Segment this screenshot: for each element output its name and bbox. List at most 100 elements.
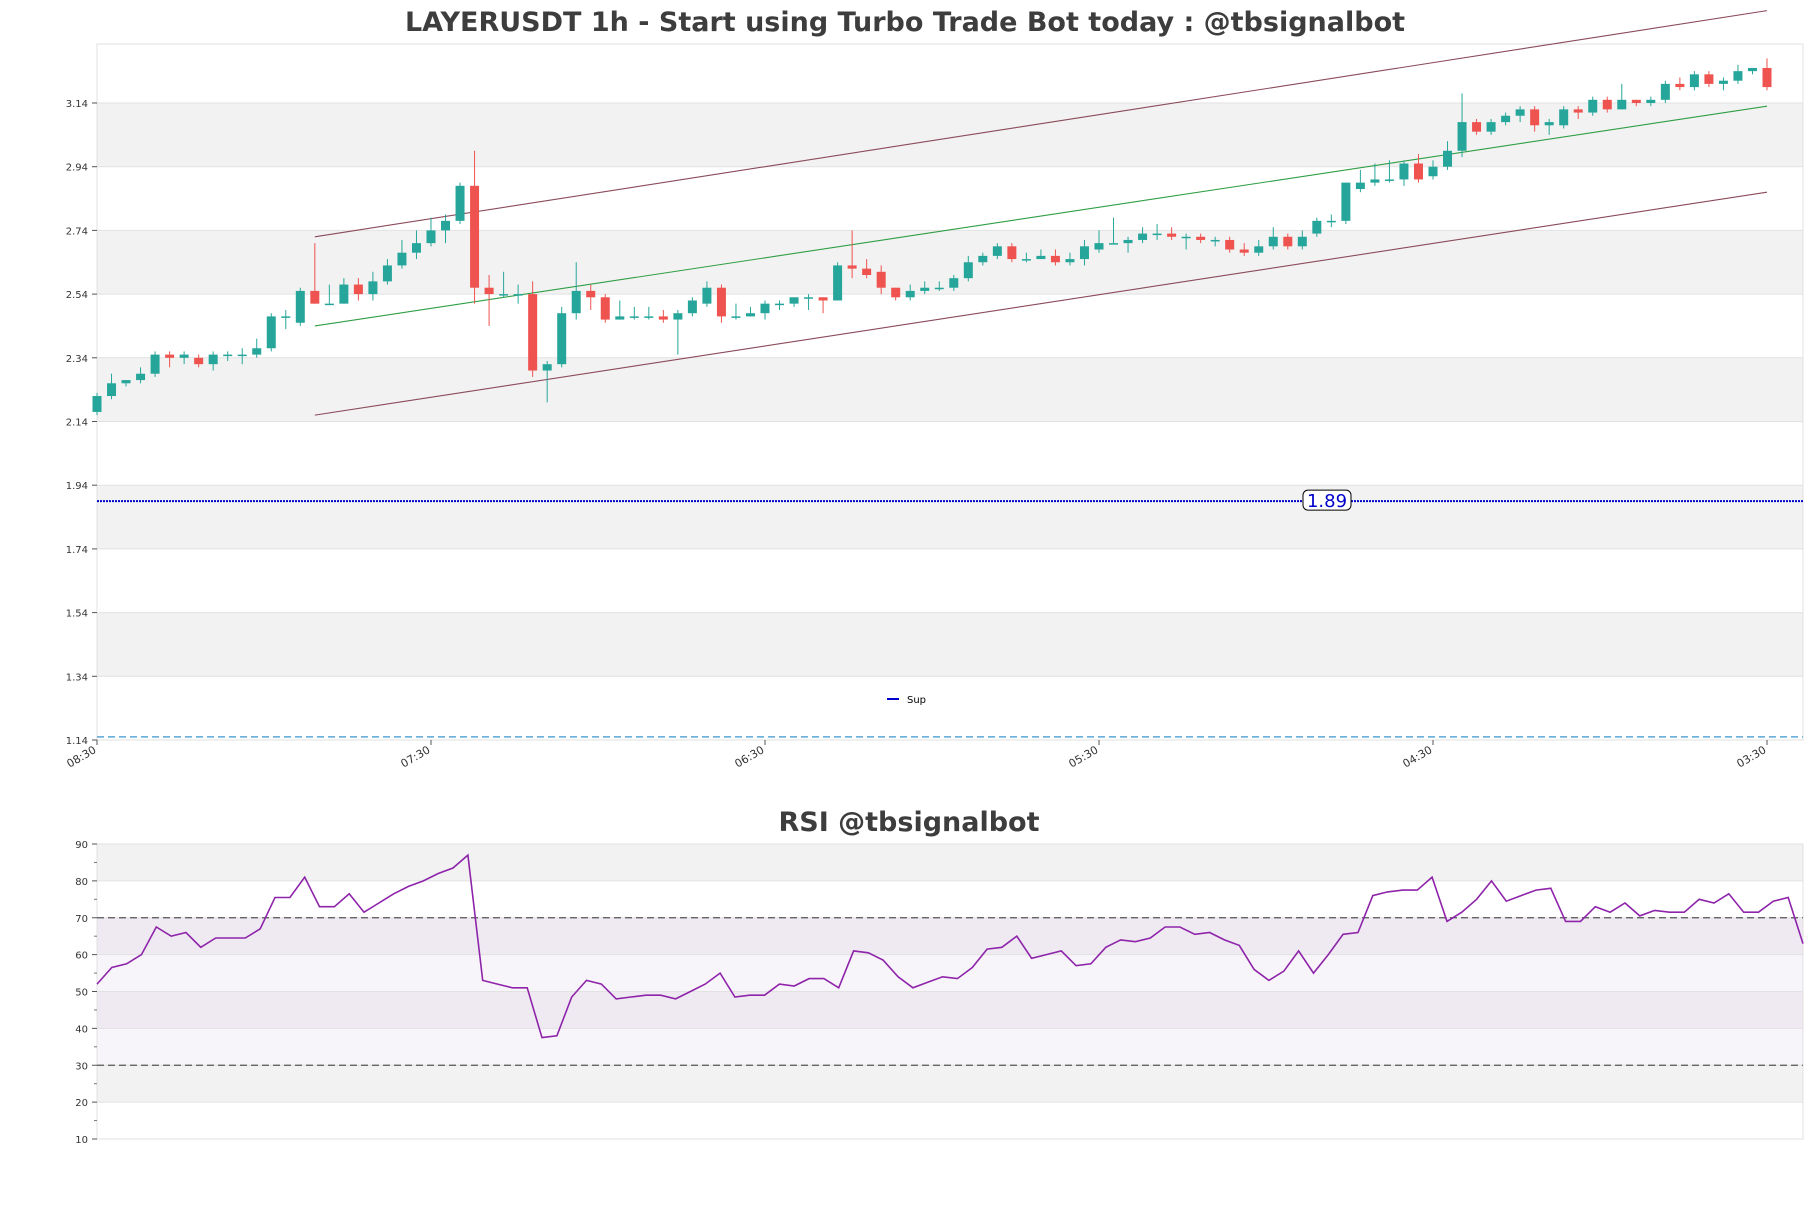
candle-body — [789, 297, 799, 304]
channel-lower-line — [314, 191, 1768, 416]
candle-body — [266, 316, 276, 349]
candle-body — [499, 294, 509, 296]
candle-body — [1399, 163, 1409, 180]
candle-body — [1443, 150, 1453, 167]
candle-body — [165, 354, 175, 358]
candle-body — [542, 364, 552, 371]
candle-body — [862, 268, 872, 275]
candle-body — [1341, 182, 1351, 221]
price-y-tick-label: 2.14 — [66, 418, 88, 429]
candle-body — [1152, 233, 1162, 236]
price-x-tick-label: 08:30 — [65, 743, 99, 770]
candle-body — [687, 300, 697, 314]
rsi-y-axis: 90 80 70 60 50 40 30 20 10 — [75, 840, 97, 1146]
candle-body — [1486, 122, 1496, 132]
candle-body — [107, 383, 117, 397]
candle-body — [281, 316, 291, 318]
candle-body — [1312, 220, 1322, 234]
price-grid-band — [97, 357, 1803, 422]
rsi-y-tick-label: 50 — [75, 988, 88, 999]
candle-body — [1762, 67, 1772, 88]
candle-body — [731, 316, 741, 318]
candle-body — [310, 290, 320, 304]
candle-body — [1239, 249, 1249, 253]
candle-body — [484, 287, 494, 295]
candle-body — [1515, 109, 1525, 116]
candle-body — [1501, 115, 1511, 123]
candle-body — [891, 287, 901, 298]
rsi-line — [96, 853, 1804, 1039]
candle-body — [745, 313, 755, 317]
candle-body — [1544, 122, 1554, 126]
candle-body — [615, 316, 625, 320]
candle-body — [992, 246, 1002, 256]
price-y-tick-label: 1.14 — [66, 736, 88, 747]
candle-body — [1617, 99, 1627, 110]
rsi-y-tick-label: 10 — [75, 1135, 88, 1146]
rsi-y-tick-label: 30 — [75, 1061, 88, 1072]
candle-body — [673, 313, 683, 320]
candle-body — [223, 354, 233, 357]
price-x-tick-label: 05:30 — [1067, 743, 1101, 770]
price-chart-title: LAYERUSDT 1h - Start using Turbo Trade B… — [405, 7, 1405, 38]
candle-body — [1704, 74, 1714, 84]
candle-body — [1210, 239, 1220, 242]
candle-body — [1196, 236, 1206, 240]
candle-body — [586, 290, 596, 298]
candle-body — [920, 287, 930, 291]
candle-body — [1065, 259, 1075, 263]
price-x-tick-label: 07:30 — [399, 743, 433, 770]
candle-body — [1007, 246, 1017, 260]
candle-body — [1559, 109, 1569, 126]
candle-body — [1326, 220, 1336, 223]
candle-body — [339, 284, 349, 304]
candle-body — [934, 287, 944, 290]
candle-body — [1384, 179, 1394, 181]
candle-body — [252, 348, 262, 355]
candle-body — [1036, 255, 1046, 260]
price-y-tick-label: 2.74 — [66, 226, 88, 237]
candle-body — [1021, 259, 1031, 261]
price-y-tick-label: 2.94 — [66, 163, 88, 174]
candle-body — [1747, 67, 1757, 72]
candle-body — [324, 303, 334, 306]
candle-body — [426, 230, 436, 244]
support-line-group: 1.89 — [97, 489, 1803, 738]
candle-body — [1355, 182, 1365, 189]
candle-body — [1413, 163, 1423, 180]
rsi-grid-band — [97, 844, 1803, 881]
channel-upper-line — [314, 10, 1768, 238]
rsi-grid-band — [97, 991, 1803, 1029]
candle-body — [847, 265, 857, 269]
candle-body — [1167, 233, 1177, 237]
candle-body — [1646, 99, 1656, 103]
candle-body — [411, 243, 421, 253]
channel-mid-line — [314, 105, 1768, 327]
legend-label-sup: Sup — [907, 695, 926, 706]
candle-body — [1079, 246, 1089, 260]
candle-body — [1718, 80, 1728, 84]
candle-body — [1370, 179, 1380, 183]
candle-body — [963, 262, 973, 279]
candle-body — [1050, 255, 1060, 263]
rsi-y-tick-label: 20 — [75, 1098, 88, 1109]
candle-body — [1109, 243, 1119, 245]
candle-body — [978, 255, 988, 263]
rsi-grid-bands — [97, 843, 1803, 1139]
candle-body — [237, 354, 247, 357]
price-x-tick-label: 04:30 — [1401, 743, 1435, 770]
candle-body — [150, 354, 160, 374]
candle-body — [470, 185, 480, 288]
rsi-grid-band — [97, 1028, 1803, 1066]
rsi-y-tick-label: 80 — [75, 877, 88, 888]
price-y-tick-label: 1.34 — [66, 672, 88, 683]
candle-body — [194, 357, 204, 365]
rsi-y-tick-label: 40 — [75, 1024, 88, 1035]
candle-body — [1675, 83, 1685, 88]
rsi-grid-band — [97, 1065, 1803, 1103]
candle-body — [353, 284, 363, 295]
candle-body — [136, 373, 146, 381]
candle-body — [513, 294, 523, 296]
candle-body — [833, 265, 843, 301]
